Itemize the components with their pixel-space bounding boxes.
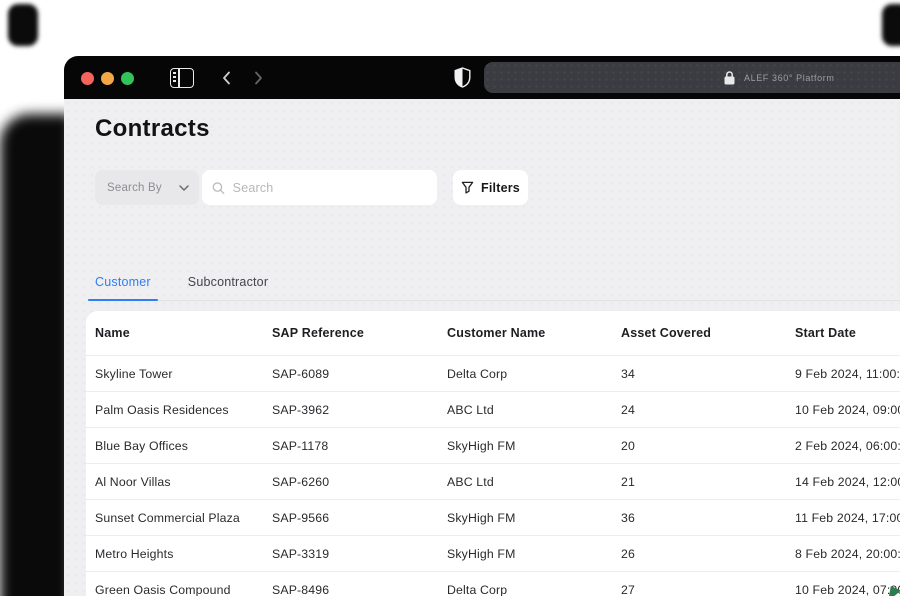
col-header-asset-covered: Asset Covered — [621, 326, 712, 340]
cell-sap: SAP-8496 — [272, 582, 330, 596]
cell-name: Metro Heights — [95, 546, 174, 561]
cell-start-date: 2 Feb 2024, 06:00:00 — [795, 438, 900, 453]
cell-customer: SkyHigh FM — [447, 546, 516, 561]
chevron-down-icon — [179, 184, 189, 191]
cell-assets: 21 — [621, 474, 635, 489]
cell-assets: 24 — [621, 402, 635, 417]
cell-assets: 20 — [621, 438, 635, 453]
cell-name: Blue Bay Offices — [95, 438, 189, 453]
cell-customer: SkyHigh FM — [447, 510, 516, 525]
page-content: Contracts Search By — [64, 99, 900, 596]
cell-assets: 34 — [621, 366, 635, 381]
cell-start-date: 14 Feb 2024, 12:00:00 — [795, 474, 900, 489]
tab-bar: Customer Subcontractor — [88, 275, 900, 301]
shadow-corner-topright — [882, 4, 900, 46]
table-row[interactable]: Skyline Tower SAP-6089 Delta Corp 34 9 F… — [86, 355, 900, 391]
address-bar[interactable]: ALEF 360° Platform — [484, 62, 900, 93]
browser-titlebar: ALEF 360° Platform — [64, 56, 900, 99]
cell-start-date: 8 Feb 2024, 20:00:00 — [795, 546, 900, 561]
cell-assets: 36 — [621, 510, 635, 525]
contracts-table: Name SAP Reference Customer Name Asset C… — [86, 311, 900, 596]
search-row: Search By Filters — [95, 170, 528, 205]
cell-start-date: 10 Feb 2024, 07:00:00 — [795, 582, 900, 596]
filters-label: Filters — [481, 180, 520, 195]
table-row[interactable]: Al Noor Villas SAP-6260 ABC Ltd 21 14 Fe… — [86, 463, 900, 499]
cell-sap: SAP-3319 — [272, 546, 330, 561]
col-header-start-date: Start Date — [795, 326, 857, 340]
search-by-label: Search By — [107, 181, 162, 194]
page-title: Contracts — [95, 115, 210, 142]
table-row[interactable]: Metro Heights SAP-3319 SkyHigh FM 26 8 F… — [86, 535, 900, 571]
cell-sap: SAP-3962 — [272, 402, 330, 417]
cell-start-date: 11 Feb 2024, 17:00:00 — [795, 510, 900, 525]
table-header-row: Name SAP Reference Customer Name Asset C… — [86, 311, 900, 355]
search-field[interactable] — [202, 170, 437, 205]
table-row[interactable]: Green Oasis Compound SAP-8496 Delta Corp… — [86, 571, 900, 596]
cell-sap: SAP-6260 — [272, 474, 330, 489]
col-header-name: Name — [95, 326, 130, 340]
shield-icon[interactable] — [454, 67, 471, 88]
cell-customer: Delta Corp — [447, 582, 508, 596]
cell-start-date: 10 Feb 2024, 09:00:00 — [795, 402, 900, 417]
minimize-window-button[interactable] — [101, 72, 114, 85]
tab-subcontractor-label: Subcontractor — [187, 275, 269, 289]
sidebar-toggle-icon[interactable] — [170, 68, 194, 88]
cell-name: Green Oasis Compound — [95, 582, 231, 596]
search-by-dropdown[interactable]: Search By — [95, 170, 199, 205]
table-body: Skyline Tower SAP-6089 Delta Corp 34 9 F… — [86, 355, 900, 596]
cell-customer: ABC Ltd — [447, 474, 494, 489]
cell-name: Sunset Commercial Plaza — [95, 510, 240, 525]
cell-name: Al Noor Villas — [95, 474, 171, 489]
sidebar-toggle-divider — [178, 69, 180, 87]
table-row[interactable]: Blue Bay Offices SAP-1178 SkyHigh FM 20 … — [86, 427, 900, 463]
funnel-icon — [461, 181, 474, 194]
browser-window: ALEF 360° Platform Contracts Search By — [64, 56, 900, 596]
cell-sap: SAP-6089 — [272, 366, 330, 381]
tab-customer-label: Customer — [95, 275, 151, 289]
cell-customer: SkyHigh FM — [447, 438, 516, 453]
search-input[interactable] — [232, 180, 427, 195]
cursor-pointer — [889, 586, 900, 596]
address-bar-label: ALEF 360° Platform — [744, 72, 835, 83]
address-bar-content: ALEF 360° Platform — [724, 62, 834, 93]
cell-start-date: 9 Feb 2024, 11:00:00 — [795, 366, 900, 381]
cell-assets: 26 — [621, 546, 635, 561]
tab-subcontractor[interactable]: Subcontractor — [181, 275, 275, 300]
col-header-sap-reference: SAP Reference — [272, 326, 364, 340]
back-button[interactable] — [219, 70, 235, 86]
lock-icon — [724, 70, 735, 84]
cell-name: Palm Oasis Residences — [95, 402, 229, 417]
close-window-button[interactable] — [81, 72, 94, 85]
filters-button[interactable]: Filters — [453, 170, 528, 205]
tab-customer[interactable]: Customer — [88, 275, 158, 301]
cell-assets: 27 — [621, 582, 635, 596]
cell-name: Skyline Tower — [95, 366, 173, 381]
zoom-window-button[interactable] — [121, 72, 134, 85]
table-row[interactable]: Palm Oasis Residences SAP-3962 ABC Ltd 2… — [86, 391, 900, 427]
forward-button[interactable] — [250, 70, 266, 86]
cell-customer: ABC Ltd — [447, 402, 494, 417]
table-row[interactable]: Sunset Commercial Plaza SAP-9566 SkyHigh… — [86, 499, 900, 535]
window-drop-shadow — [0, 114, 72, 596]
cell-customer: Delta Corp — [447, 366, 508, 381]
cell-sap: SAP-9566 — [272, 510, 330, 525]
cell-sap: SAP-1178 — [272, 438, 329, 453]
col-header-customer-name: Customer Name — [447, 326, 546, 340]
shadow-corner-topleft — [8, 4, 38, 46]
search-icon — [212, 181, 225, 194]
